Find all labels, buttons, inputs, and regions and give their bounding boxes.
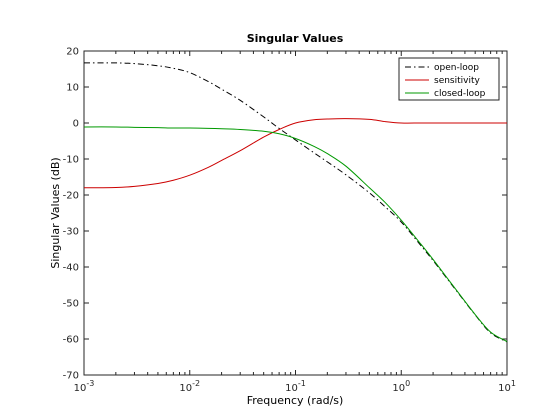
- series-line-open-loop: [83, 62, 508, 343]
- plot-area: [83, 50, 508, 376]
- y-tick-label: 20: [66, 47, 79, 58]
- y-tick-label: -40: [63, 263, 79, 274]
- y-axis-label: Singular Values (dB): [49, 157, 62, 268]
- series-line-closed-loop: [83, 126, 508, 342]
- x-tick-label-exponent: 1: [511, 379, 516, 388]
- legend-label: closed-loop: [434, 89, 486, 99]
- x-tick-label: 10-1: [285, 379, 306, 394]
- x-tick-label: 10-2: [179, 379, 200, 394]
- chart-title: Singular Values: [247, 32, 344, 45]
- x-tick-label-base: 10: [285, 383, 298, 394]
- y-tick-label: -30: [63, 227, 79, 238]
- y-tick-label: 0: [73, 119, 79, 130]
- x-tick-label-exponent: -1: [298, 379, 306, 388]
- legend: open-loop sensitivity closed-loop: [398, 57, 500, 101]
- x-tick-label: 100: [392, 379, 410, 394]
- y-tick-label: -50: [63, 299, 79, 310]
- x-tick-label: 101: [498, 379, 516, 394]
- y-tick-label: -70: [63, 371, 79, 382]
- y-tick-label: 10: [66, 83, 79, 94]
- x-tick-label-base: 10: [179, 383, 192, 394]
- y-tick-label: -60: [63, 335, 79, 346]
- x-tick-label-base: 10: [74, 383, 87, 394]
- x-tick-label-exponent: -2: [192, 379, 200, 388]
- legend-label: open-loop: [434, 63, 479, 73]
- series-line-sensitivity: [83, 118, 507, 189]
- legend-label: sensitivity: [434, 76, 481, 86]
- x-axis-label: Frequency (rad/s): [247, 394, 344, 407]
- y-tick-label: -10: [63, 155, 79, 166]
- x-tick-label-base: 10: [498, 383, 511, 394]
- y-tick-label: -20: [63, 191, 79, 202]
- x-tick-label-exponent: -3: [86, 379, 94, 388]
- x-tick-label: 10-3: [74, 379, 95, 394]
- x-tick-label-base: 10: [392, 383, 405, 394]
- x-tick-label-exponent: 0: [405, 379, 410, 388]
- data-series: [83, 62, 508, 343]
